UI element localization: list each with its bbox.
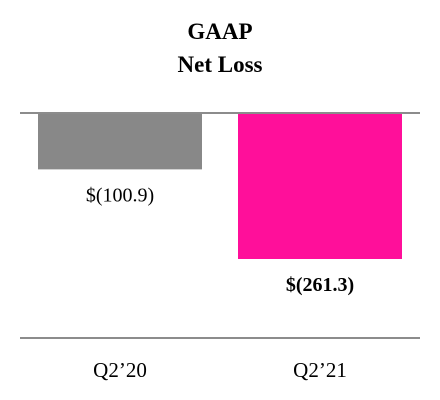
chart-title: GAAP xyxy=(187,19,252,44)
data-label-group: $(100.9) $(261.3) xyxy=(86,184,354,296)
category-label-group: Q2’20 Q2’21 xyxy=(93,358,347,382)
bar-group xyxy=(38,113,402,259)
category-label-2: Q2’21 xyxy=(293,358,347,382)
data-label-1: $(100.9) xyxy=(86,184,154,206)
bar-2 xyxy=(238,113,402,259)
category-label-1: Q2’20 xyxy=(93,358,147,382)
bar-1 xyxy=(38,113,202,170)
chart-subtitle: Net Loss xyxy=(178,52,263,77)
data-label-2: $(261.3) xyxy=(286,274,354,296)
